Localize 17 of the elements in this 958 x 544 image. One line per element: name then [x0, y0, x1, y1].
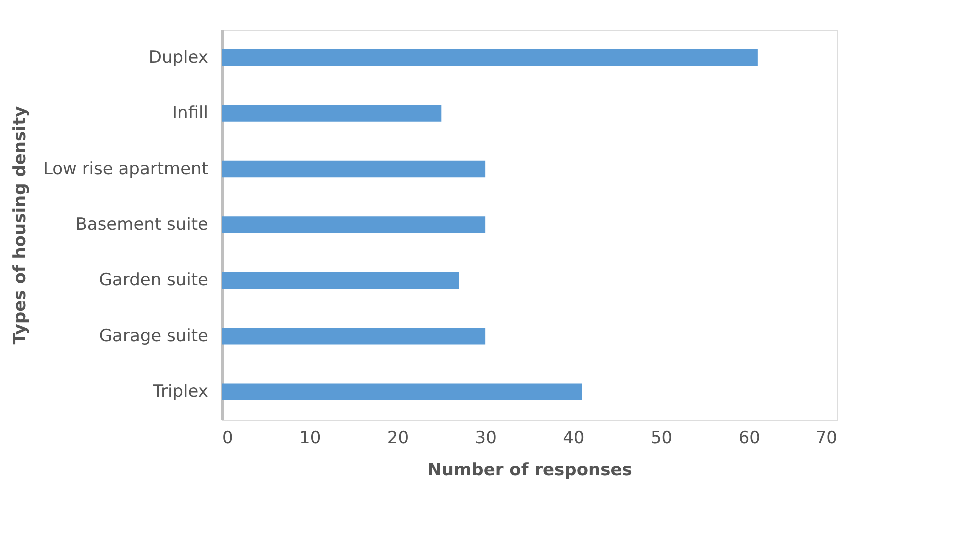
y-tick-label: Basement suite	[76, 215, 208, 235]
y-tick-label: Garden suite	[99, 270, 208, 291]
x-tick-label: 60	[738, 428, 760, 448]
x-axis-title: Number of responses	[428, 460, 632, 480]
x-tick-label: 50	[650, 428, 673, 448]
x-tick-label: 10	[300, 428, 322, 448]
x-tick-label: 20	[387, 428, 410, 448]
x-tick-label: 70	[816, 428, 838, 448]
x-tick-label: 40	[563, 428, 585, 448]
y-tick-label: Triplex	[152, 382, 208, 402]
y-tick-label: Infill	[172, 104, 208, 124]
y-tick-label: Garage suite	[99, 326, 208, 346]
y-tick-label: Low rise apartment	[43, 159, 209, 180]
y-tick-label: Duplex	[148, 48, 208, 68]
x-tick-label: 0	[222, 428, 234, 448]
y-axis-title: Types of housing density	[10, 106, 30, 345]
x-tick-label: 30	[475, 428, 497, 448]
